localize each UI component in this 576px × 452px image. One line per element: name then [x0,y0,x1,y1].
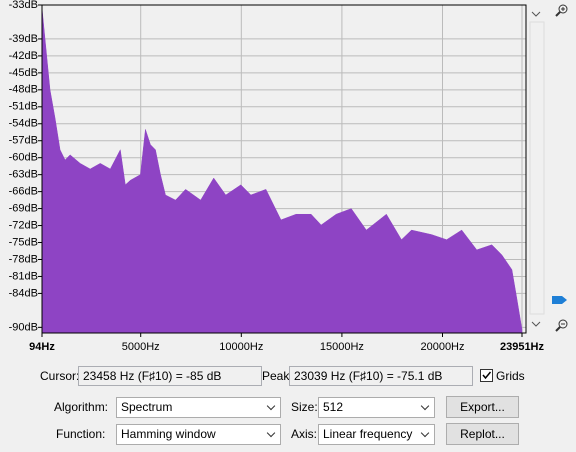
function-label: Function: [56,427,106,441]
y-tick-label: -60dB [9,152,38,164]
y-tick-label: -63dB [9,169,38,181]
axis-label: Axis: [291,427,318,441]
y-tick-label: -90dB [9,321,38,333]
y-tick-label: -45dB [9,67,38,79]
cursor-value: 23458 Hz (F♯10) = -85 dB [78,366,262,386]
y-tick-label: -75dB [9,236,38,248]
y-tick-label: -33dB [9,0,38,11]
cursor-label: Cursor: [40,369,80,383]
replot-button[interactable]: Replot... [446,423,519,445]
spectrum-area [41,7,523,334]
x-tick-label: 94Hz [29,341,55,353]
y-tick-label: -39dB [9,33,38,45]
y-tick-label: -81dB [9,270,38,282]
y-tick-label: -84dB [9,287,38,299]
size-label: Size: [291,400,318,414]
x-tick-label: 5000Hz [122,341,160,353]
spectrum-plot: -33dB -39dB -42dB -45dB -48dB -51dB -54dB -57dB… [9,0,568,353]
y-tick-label: -66dB [9,186,38,198]
x-tick-label: 20000Hz [420,341,464,353]
axis-select[interactable]: Linear frequency [318,424,435,445]
x-tick-label: 15000Hz [320,341,364,353]
y-tick-label: -72dB [9,219,38,231]
y-tick-label: -78dB [9,253,38,265]
x-tick-label: 10000Hz [219,341,263,353]
y-tick-label: -54dB [9,118,38,130]
scroll-up[interactable] [531,11,541,17]
function-select[interactable]: Hamming window [116,424,281,445]
zoom-out-icon[interactable] [555,319,568,332]
peak-value: 23039 Hz (F♯10) = -75.1 dB [289,366,473,386]
y-tick-label: -51dB [9,101,38,113]
y-tick-label: -69dB [9,202,38,214]
export-button[interactable]: Export... [446,396,519,418]
y-tick-label: -48dB [9,84,38,96]
algorithm-label: Algorithm: [54,400,109,414]
y-tick-label: -42dB [9,50,38,62]
y-tick-label: -57dB [9,135,38,147]
zoom-slider-thumb[interactable] [552,296,567,304]
scroll-down[interactable] [531,321,541,327]
grids-checkbox[interactable] [480,369,493,382]
size-select[interactable]: 512 [318,397,435,418]
zoom-slider-track[interactable] [529,21,545,315]
plot-area [41,4,527,334]
grids-label[interactable]: Grids [496,369,525,383]
zoom-in-icon[interactable] [555,4,568,17]
algorithm-select[interactable]: Spectrum [116,397,281,418]
checkmark [482,371,492,380]
peak-label: Peak: [262,369,293,383]
x-tick-label: 23951Hz [500,341,545,353]
